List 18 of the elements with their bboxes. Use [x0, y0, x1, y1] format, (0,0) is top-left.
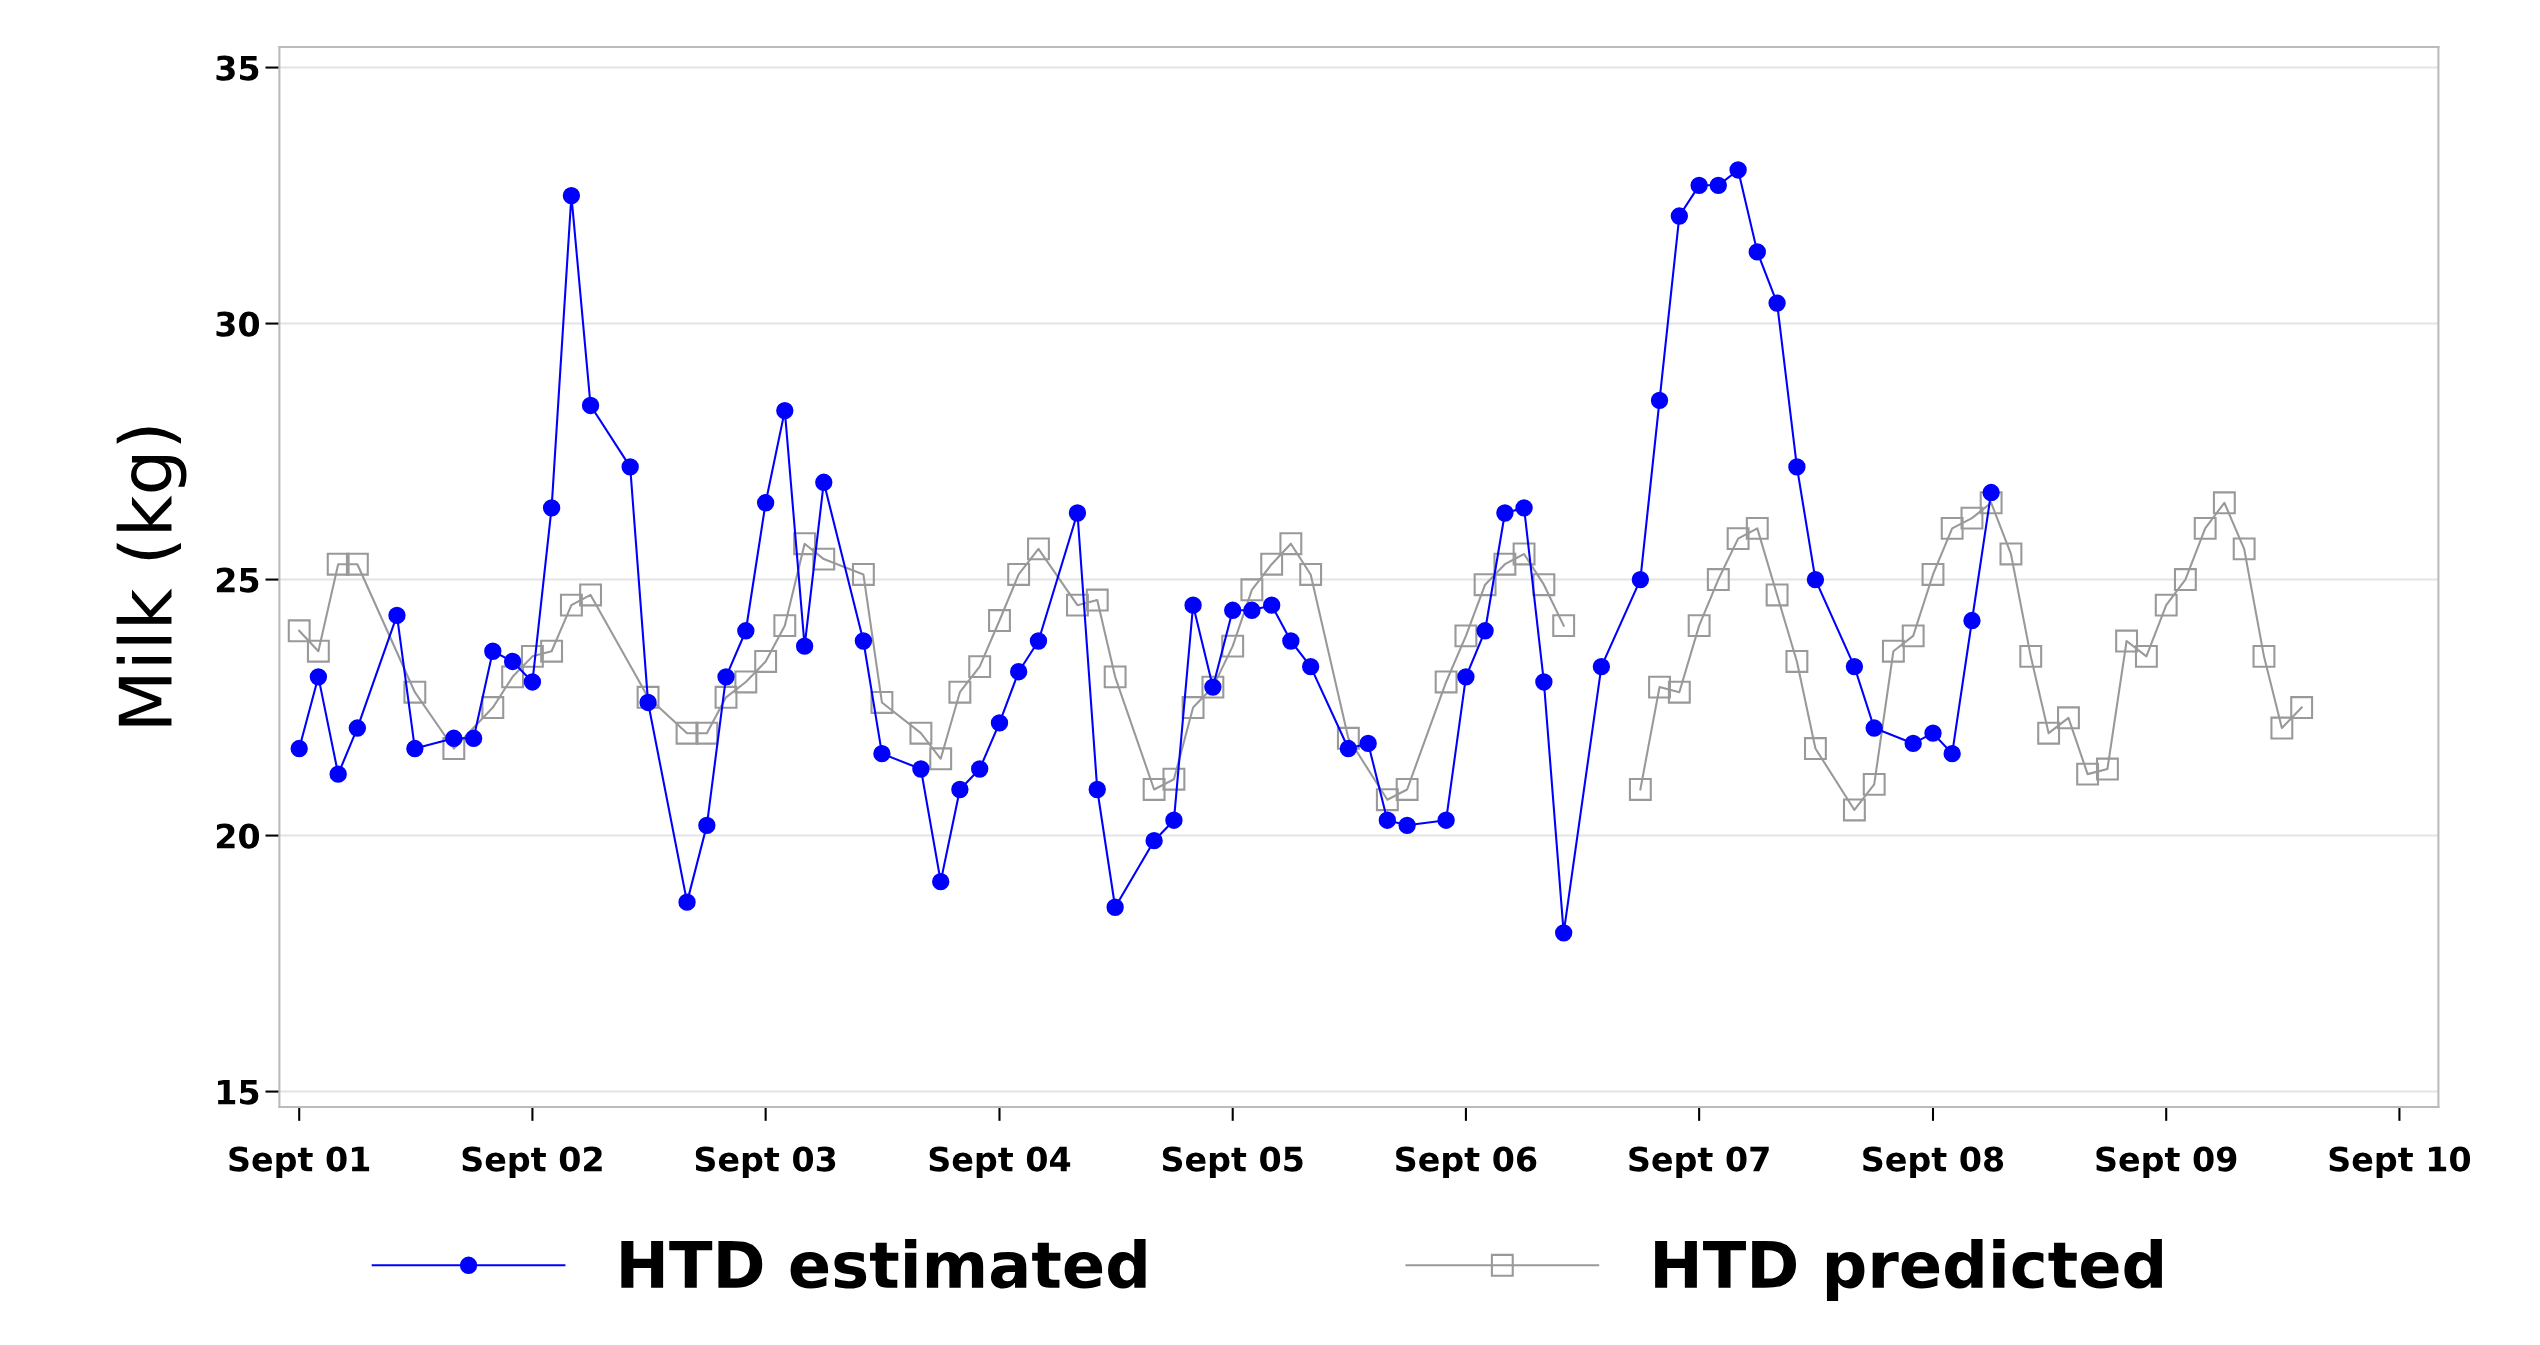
x-tick-label: Sept 04 — [929, 1146, 1071, 1179]
y-axis-title: Milk (kg) — [116, 427, 187, 726]
y-tick-label: 20 — [216, 823, 260, 849]
x-tick-label: Sept 07 — [1629, 1146, 1769, 1179]
y-tick-label: 15 — [218, 1079, 259, 1105]
y-tick-label: 30 — [216, 311, 260, 337]
x-tick-label: Sept 01 — [229, 1146, 370, 1179]
x-tick-label: Sept 09 — [2096, 1146, 2237, 1179]
y-tick-label: 35 — [216, 55, 259, 81]
x-tick-label: Sept 08 — [1863, 1146, 2004, 1179]
legend-label: HTD predicted — [1655, 1239, 2162, 1301]
x-tick-label: Sept 03 — [695, 1146, 836, 1179]
y-tick-label: 25 — [216, 567, 259, 593]
x-tick-label: Sept 02 — [462, 1146, 602, 1179]
x-tick-label: Sept 06 — [1396, 1146, 1537, 1179]
x-tick-label: Sept 05 — [1162, 1146, 1303, 1179]
legend-label: HTD estimated — [621, 1239, 1146, 1289]
x-tick-label: Sept 10 — [2329, 1146, 2471, 1179]
